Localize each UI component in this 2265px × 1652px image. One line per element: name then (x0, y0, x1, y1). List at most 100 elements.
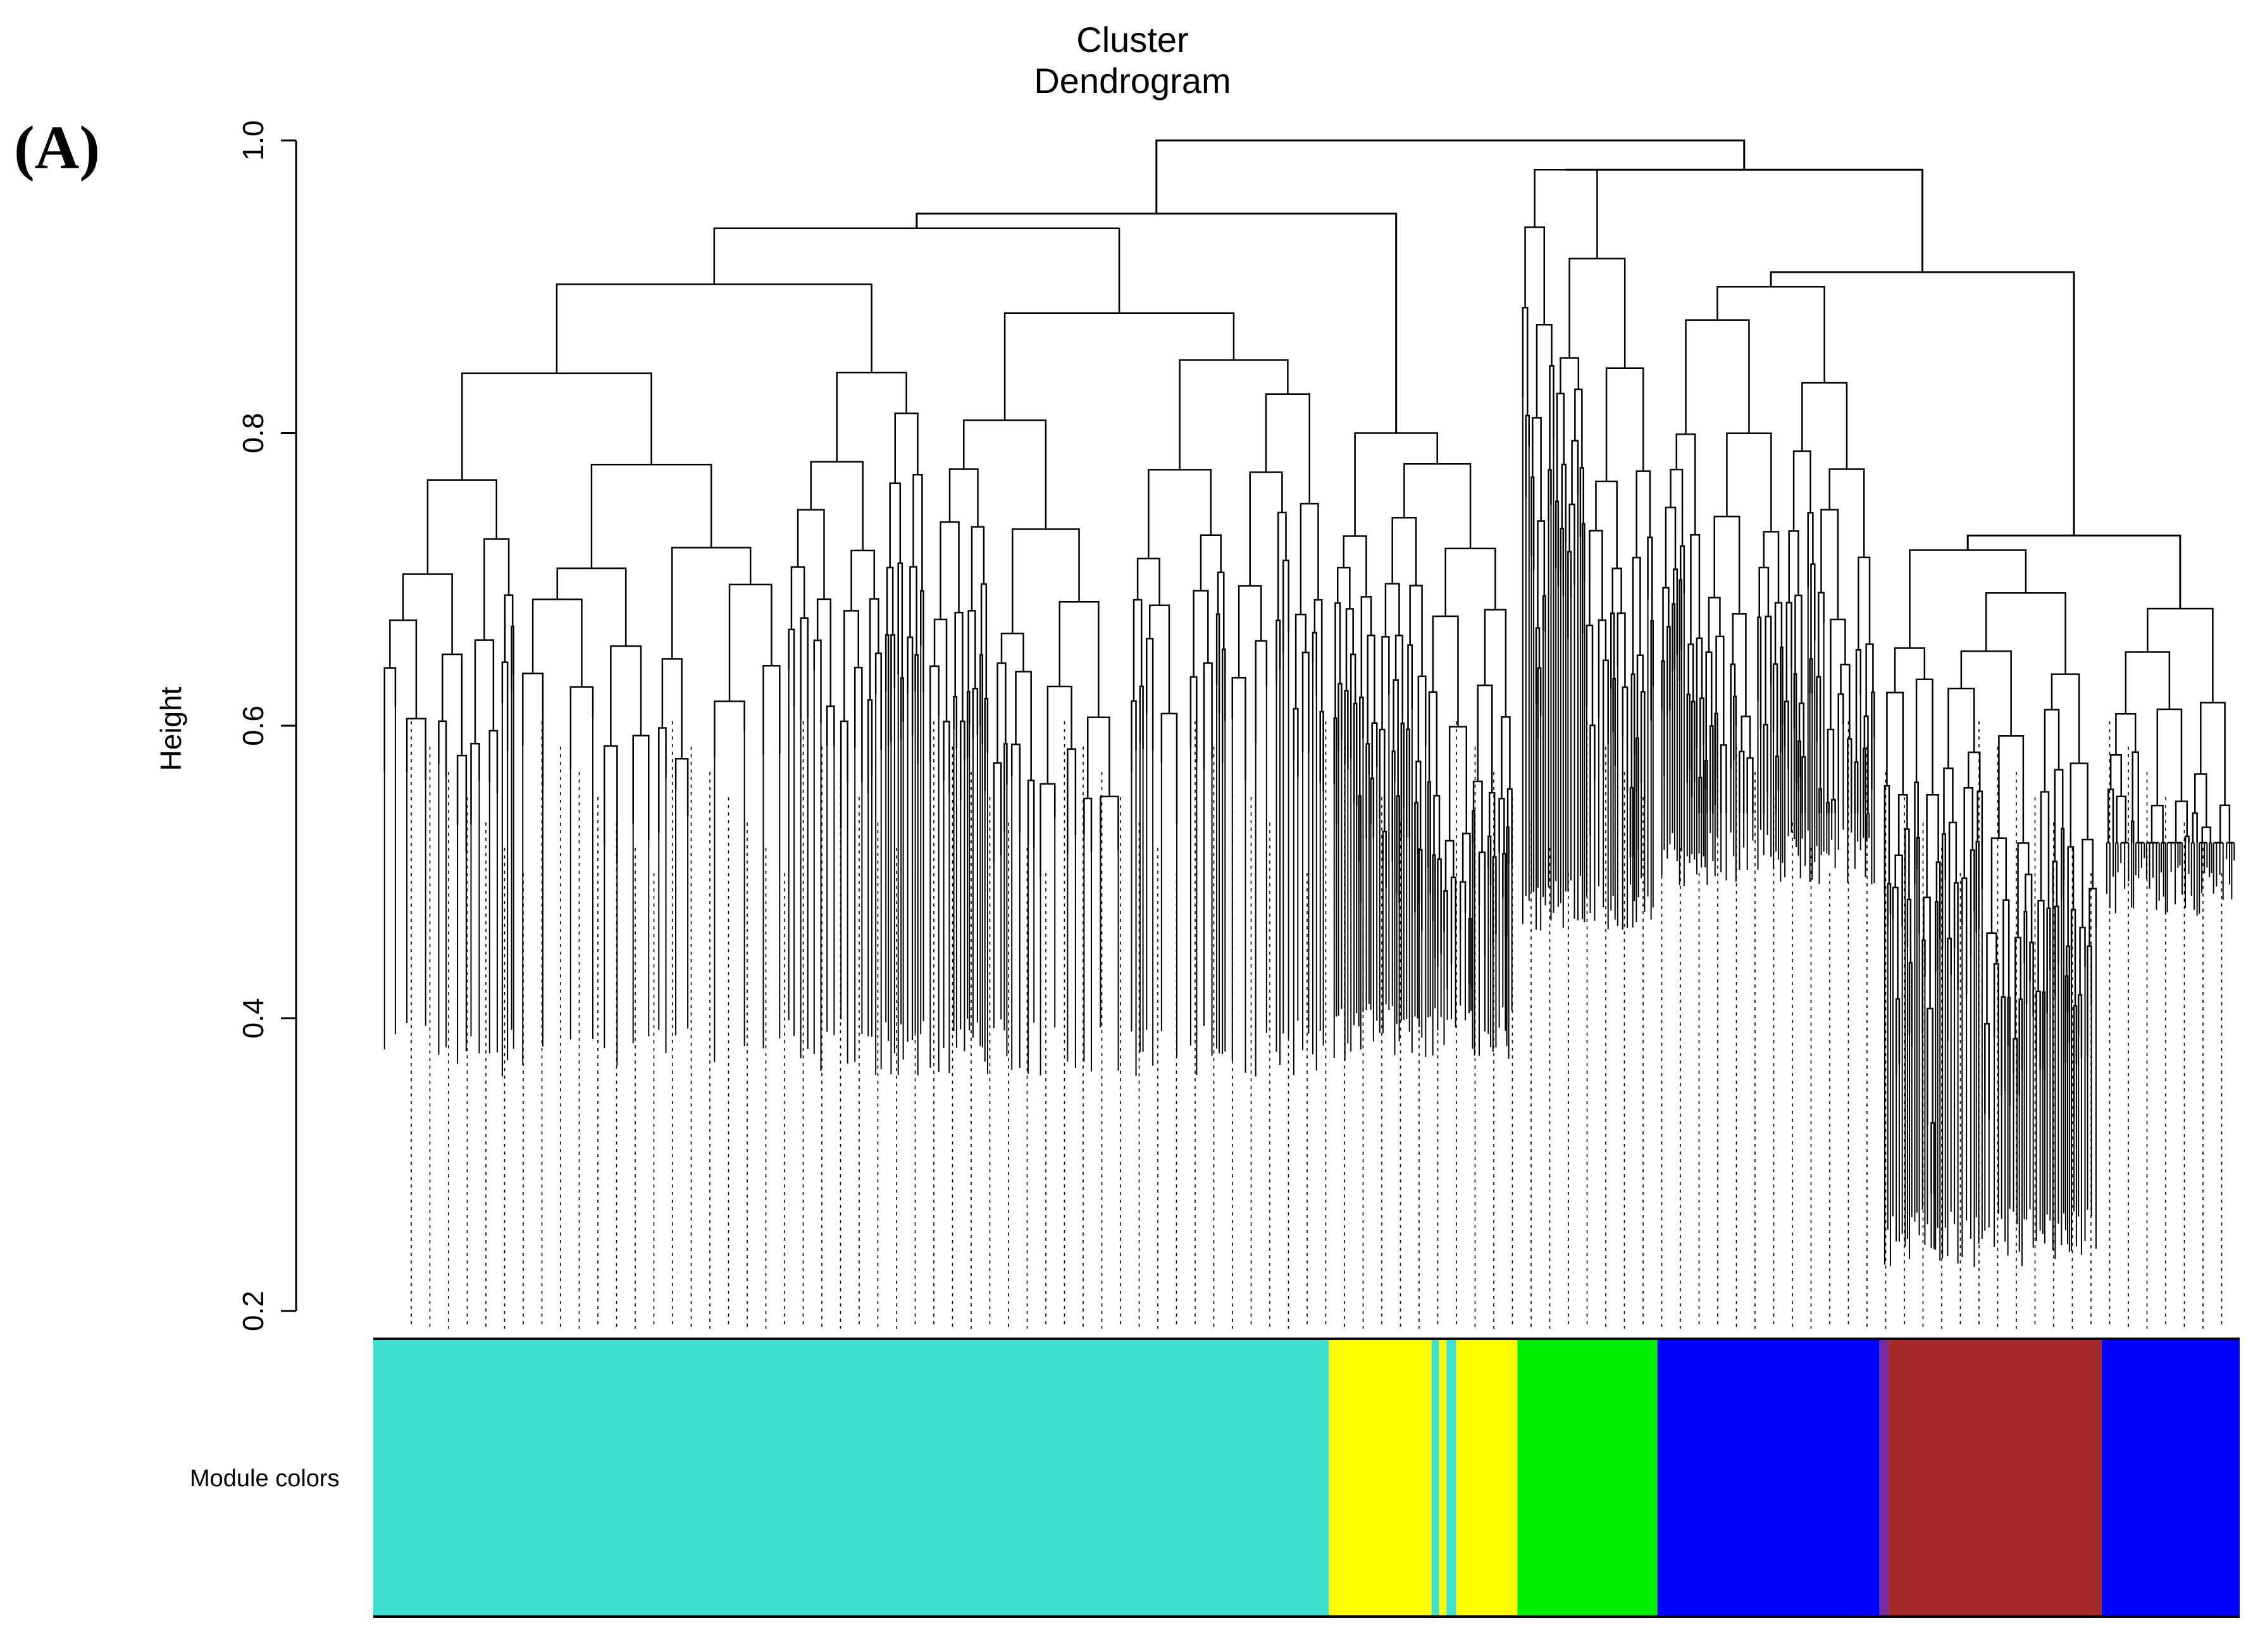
dendrogram-branch (912, 473, 923, 591)
dendrogram-branch (1403, 463, 1472, 549)
dendrogram-branch (1837, 693, 1844, 801)
dendrogram-branch (1629, 786, 1634, 858)
dendrogram-branch (1892, 886, 1899, 999)
dendrogram-branch (1647, 537, 1653, 621)
dendrogram-branch (426, 479, 498, 574)
dendrogram-branch (1830, 618, 1846, 730)
dendrogram-branch (1354, 432, 1438, 537)
dendrogram-branch (1146, 637, 1154, 750)
dendrogram-branch (1716, 286, 1825, 383)
dendrogram-branch (816, 598, 832, 707)
dendrogram-branch (2200, 702, 2226, 805)
module-color-segment-green (1517, 1339, 1658, 1617)
dendrogram-branch (1249, 471, 1283, 587)
dendrogram-branch (843, 610, 860, 721)
dendrogram-branch (1595, 480, 1618, 569)
module-color-segment-turquoise (373, 1339, 1329, 1617)
dendrogram-branch (840, 720, 848, 829)
dendrogram-branch (1784, 700, 1789, 770)
dendrogram-branch (1610, 612, 1615, 690)
y-tick-label: 0.8 (237, 413, 270, 454)
dendrogram-branch (867, 699, 873, 793)
dendrogram-branch (1930, 1122, 1935, 1194)
dendrogram-branch (943, 721, 950, 793)
dendrogram-branch (1798, 702, 1805, 757)
dendrogram-branch (1334, 602, 1341, 718)
dendrogram-branch (1275, 619, 1281, 683)
dendrogram-branch (1990, 837, 2007, 933)
dendrogram-branch (1826, 802, 1830, 814)
dendrogram-branch (1468, 917, 1472, 990)
dendrogram-branch (2073, 1005, 2078, 1119)
dendrogram-branch (1231, 677, 1246, 781)
dendrogram-branch (897, 562, 903, 678)
dendrogram-branch (1927, 1007, 1933, 1126)
dendrogram-branch (2054, 905, 2059, 997)
dendrogram-branch (438, 720, 447, 779)
dendrogram-branch (1568, 503, 1575, 585)
dendrogram-branch (1948, 821, 1958, 939)
dendrogram-branch (2109, 754, 2122, 797)
dendrogram-branch (1840, 664, 1851, 740)
dendrogram-branch (1886, 692, 1904, 795)
module-color-segment-turquoise (1446, 1339, 1456, 1617)
panel-label: (A) (14, 114, 101, 182)
dendrogram-branch (1530, 476, 1535, 570)
dendrogram-branch (658, 727, 667, 833)
dendrogram-branch (1985, 592, 2066, 674)
dendrogram-branch (762, 665, 781, 755)
dendrogram-branch (1200, 534, 1222, 591)
dendrogram-branch (1391, 517, 1417, 586)
dendrogram-branch (1732, 612, 1747, 717)
dendrogram-branch (2066, 945, 2071, 1043)
dendrogram-branch (1337, 683, 1343, 752)
dendrogram-branch (894, 413, 919, 483)
dendrogram-branch (1770, 271, 2075, 536)
dendrogram-branch (940, 521, 960, 619)
dendrogram-branch (2018, 998, 2023, 1096)
dendrogram-branch (1534, 169, 1598, 259)
dendrogram-branch (389, 619, 418, 719)
module-color-segment-yellow (1329, 1339, 1432, 1617)
dendrogram-branch (1915, 678, 1933, 795)
dendrogram-branch (1406, 728, 1410, 838)
dendrogram-branch (674, 758, 689, 817)
dendrogram-branch (1887, 883, 1892, 926)
dendrogram-branch (909, 566, 917, 655)
dendrogram-branch (1359, 697, 1364, 797)
dendrogram-branch (1003, 743, 1008, 832)
dendrogram-branch (1560, 357, 1580, 394)
dendrogram-branch (993, 762, 1002, 862)
dendrogram-branch (1160, 712, 1178, 824)
dendrogram-branch (933, 618, 948, 722)
dendrogram-branch (1086, 716, 1110, 798)
dendrogram-branch (1345, 608, 1354, 691)
dendrogram-branch (836, 371, 907, 462)
dendrogram-branch (1699, 697, 1704, 778)
dendrogram-branch (2184, 835, 2190, 843)
dendrogram-branch (1687, 643, 1694, 702)
dendrogram-branch (1630, 673, 1635, 788)
dendrogram-branch (1277, 511, 1287, 621)
module-color-segment-brown (1889, 1339, 2102, 1617)
dendrogram-branch (1343, 535, 1367, 597)
dendrogram-branch (979, 654, 984, 745)
dendrogram-branch (2130, 820, 2135, 843)
dendrogram-branch (1947, 687, 1975, 769)
dendrogram-branch (1828, 468, 1865, 557)
dendrogram-branch (383, 667, 397, 771)
dendrogram-branch (1772, 663, 1778, 757)
dendrogram-branch (929, 665, 940, 763)
dendrogram-branch (2107, 788, 2114, 843)
dendrogram-branch (2125, 651, 2171, 714)
dendrogram-branch (1602, 659, 1609, 771)
dendrogram-branch (1396, 795, 1400, 903)
dendrogram-branch (1895, 998, 1901, 1075)
dendrogram-branch (1003, 312, 1235, 421)
dendrogram-branch (884, 634, 890, 747)
dendrogram-branch (2023, 910, 2028, 1005)
module-color-segment-yellow (1456, 1339, 1518, 1617)
dendrogram-branch (1574, 388, 1583, 468)
